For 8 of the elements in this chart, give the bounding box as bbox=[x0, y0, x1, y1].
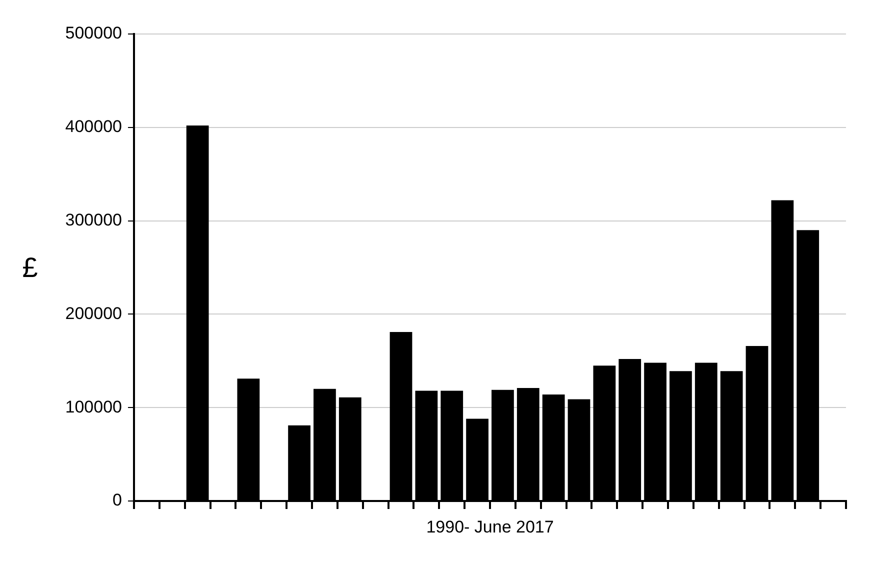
x-axis-title: 1990- June 2017 bbox=[426, 518, 554, 537]
y-tick-label: 400000 bbox=[65, 117, 122, 136]
y-tick-label: 300000 bbox=[65, 210, 122, 230]
y-axis-title: £ bbox=[22, 252, 38, 284]
y-tick-label: 500000 bbox=[65, 24, 122, 43]
y-tick-label: 100000 bbox=[65, 397, 122, 416]
y-tick-label: 200000 bbox=[65, 304, 122, 323]
y-tick-label: 0 bbox=[112, 490, 122, 510]
